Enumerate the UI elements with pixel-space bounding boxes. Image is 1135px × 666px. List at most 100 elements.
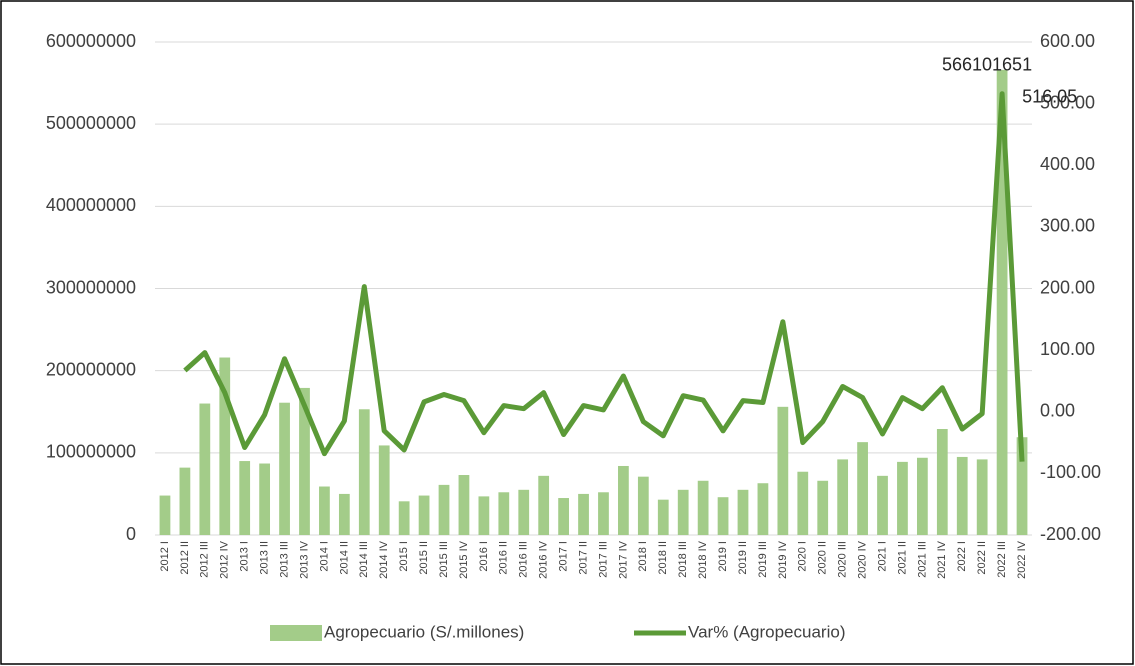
x-tick-label: 2020 III [837, 541, 849, 578]
x-tick-label: 2020 II [817, 541, 829, 575]
bar [458, 475, 470, 535]
bar [498, 492, 510, 535]
x-tick-label: 2012 II [179, 541, 191, 575]
bar [797, 471, 809, 535]
legend-swatch [270, 625, 322, 641]
x-tick-label: 2017 III [597, 541, 609, 578]
bar [817, 480, 829, 535]
y-tick-label: 0 [126, 524, 136, 544]
bar [338, 493, 350, 535]
x-tick-label: 2019 III [757, 541, 769, 578]
data-label: 516.05 [1022, 86, 1077, 106]
x-tick-label: 2015 IV [458, 540, 470, 579]
bar [598, 492, 609, 535]
x-tick-label: 2021 III [916, 541, 928, 578]
x-tick-label: 2017 II [577, 541, 589, 575]
x-tick-label: 2014 I [318, 541, 330, 572]
x-tick-label: 2021 IV [936, 540, 948, 579]
bar [159, 495, 171, 535]
x-tick-label: 2012 IV [219, 540, 231, 579]
x-tick-label: 2014 II [338, 541, 350, 575]
bar [976, 459, 988, 535]
x-tick-label: 2012 III [199, 541, 211, 578]
bar [857, 442, 868, 535]
y2-tick-label: 600.00 [1040, 31, 1095, 51]
x-tick-label: 2020 I [797, 541, 809, 572]
y-tick-label: 500000000 [46, 113, 136, 133]
bar [179, 467, 191, 535]
data-label: 566101651 [942, 55, 1032, 75]
bar [259, 463, 271, 535]
bar [438, 484, 450, 535]
bar [697, 480, 709, 535]
x-tick-label: 2019 I [717, 541, 729, 572]
x-tick-label: 2015 II [418, 541, 430, 575]
x-tick-label: 2022 III [996, 541, 1008, 578]
bar [199, 403, 211, 535]
bar [996, 69, 1008, 535]
x-tick-label: 2018 I [637, 541, 649, 572]
x-tick-label: 2013 I [239, 541, 251, 572]
bar [299, 387, 310, 535]
bar [518, 489, 530, 535]
bar [916, 457, 928, 535]
bar [578, 493, 589, 535]
x-tick-label: 2021 II [896, 541, 908, 575]
bar [538, 475, 550, 535]
legend-label: Agropecuario (S/.millones) [324, 622, 524, 641]
bar [657, 499, 669, 535]
x-tick-label: 2022 IV [1016, 540, 1028, 579]
x-tick-label: 2018 III [677, 541, 689, 578]
y2-tick-label: -200.00 [1040, 524, 1101, 544]
x-tick-label: 2017 I [558, 541, 570, 572]
y2-tick-label: 400.00 [1040, 154, 1095, 174]
bar [637, 476, 649, 535]
y2-tick-label: 500.00 [1040, 92, 1095, 112]
y-tick-label: 100000000 [46, 442, 136, 462]
y-tick-label: 600000000 [46, 31, 136, 51]
x-tick-label: 2020 IV [856, 540, 868, 579]
bar [239, 461, 251, 535]
bar [618, 465, 629, 535]
legend-label: Var% (Agropecuario) [688, 622, 845, 641]
y2-tick-label: 200.00 [1040, 277, 1095, 297]
bar [956, 456, 968, 535]
y-tick-label: 200000000 [46, 359, 136, 379]
x-tick-label: 2018 IV [697, 540, 709, 579]
bar [737, 489, 749, 535]
x-tick-label: 2017 IV [617, 540, 629, 579]
bar [558, 498, 569, 535]
y2-tick-label: 300.00 [1040, 216, 1095, 236]
bar [1016, 437, 1028, 535]
bar [398, 501, 410, 535]
x-tick-label: 2013 III [278, 541, 290, 578]
y2-tick-label: 100.00 [1040, 339, 1095, 359]
x-tick-label: 2022 I [956, 541, 968, 572]
x-tick-label: 2022 II [976, 541, 988, 575]
y2-tick-label: 0.00 [1040, 401, 1075, 421]
x-tick-label: 2013 IV [298, 540, 310, 579]
x-tick-label: 2016 I [478, 541, 490, 572]
bar [936, 429, 948, 535]
bar [378, 445, 390, 535]
x-tick-label: 2016 II [498, 541, 510, 575]
bar [478, 496, 490, 535]
bar [219, 357, 231, 535]
x-tick-label: 2014 IV [378, 540, 390, 579]
bar [777, 406, 789, 535]
bar [757, 483, 769, 535]
bar [358, 409, 370, 535]
x-tick-label: 2015 III [438, 541, 450, 578]
bar [877, 475, 888, 535]
bar [717, 497, 729, 535]
x-tick-label: 2016 IV [538, 540, 550, 579]
y-tick-label: 400000000 [46, 195, 136, 215]
x-tick-label: 2014 III [358, 541, 370, 578]
y-tick-label: 300000000 [46, 277, 136, 297]
x-tick-label: 2018 II [657, 541, 669, 575]
bar [319, 486, 330, 535]
x-tick-label: 2015 I [398, 541, 410, 572]
x-tick-label: 2019 II [737, 541, 749, 575]
y2-tick-label: -100.00 [1040, 462, 1101, 482]
